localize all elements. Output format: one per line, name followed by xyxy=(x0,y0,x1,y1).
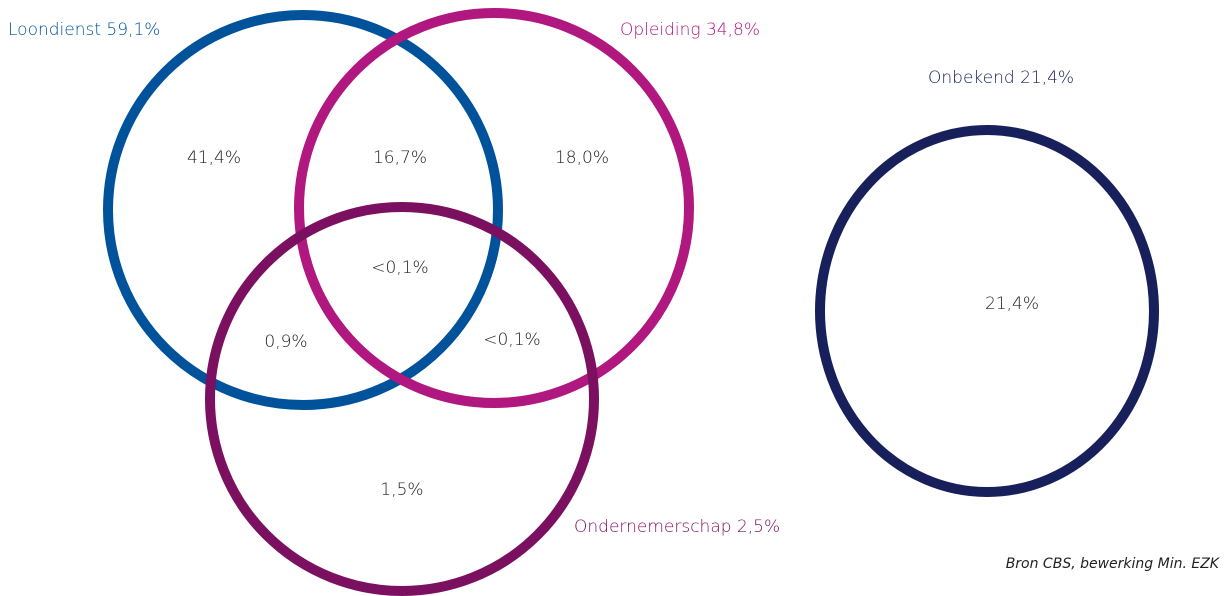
set-circle xyxy=(205,202,599,596)
region-label: 0,9% xyxy=(264,332,307,352)
region-label: 41,4% xyxy=(187,148,241,168)
region-label: 1,5% xyxy=(380,480,423,500)
set-label: Onbekend 21,4% xyxy=(928,68,1074,88)
region-label: 16,7% xyxy=(373,148,427,168)
set-circle xyxy=(294,8,694,408)
set-label: Loondienst 59,1% xyxy=(8,20,160,40)
set-circle xyxy=(815,125,1159,497)
region-label: 18,0% xyxy=(555,148,609,168)
region-label: <0,1% xyxy=(483,330,540,350)
set-circle xyxy=(103,10,503,410)
source-note: Bron CBS, bewerking Min. EZK xyxy=(1006,556,1221,572)
set-label: Ondernemerschap 2,5% xyxy=(574,517,780,537)
set-label: Opleiding 34,8% xyxy=(620,20,760,40)
region-label: 21,4% xyxy=(985,294,1039,314)
region-label: <0,1% xyxy=(371,258,428,278)
